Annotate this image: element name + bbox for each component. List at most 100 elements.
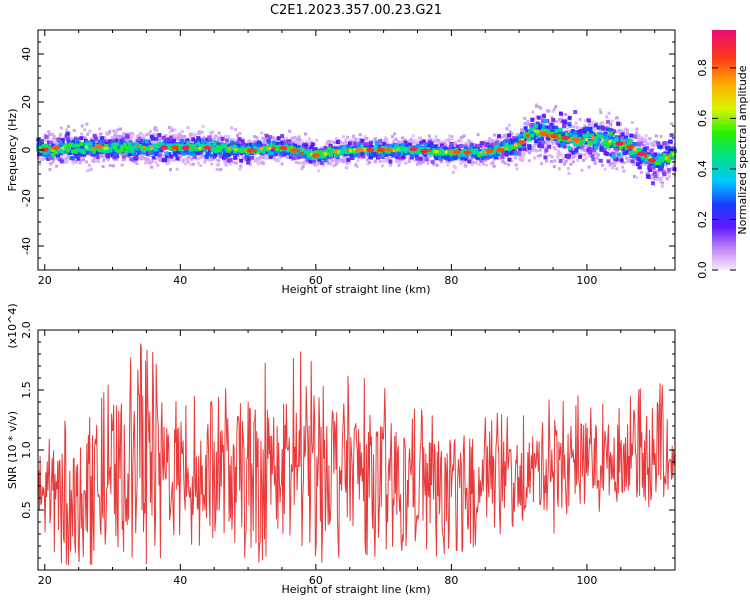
spectrogram-cell	[599, 111, 603, 115]
spectrogram-cell	[174, 134, 178, 138]
spectrogram-cell	[79, 159, 83, 162]
spectrogram-cell	[448, 134, 452, 138]
spectrogram-cell	[106, 138, 110, 142]
spectrogram-cell	[304, 161, 308, 165]
spectrogram-cell	[521, 155, 525, 159]
spectrogram-cell	[644, 134, 648, 138]
spectrogram-cell	[641, 161, 645, 165]
spectrogram-cell	[128, 152, 132, 156]
spectrogram-cell	[621, 161, 625, 165]
spectrogram-cell	[88, 146, 93, 151]
spectrogram-cell	[154, 161, 158, 165]
spectrogram-cell	[209, 131, 213, 135]
spectrogram-cell	[42, 138, 46, 142]
spectrogram-cell	[388, 159, 393, 164]
spectrogram-cell	[488, 154, 493, 159]
spectrogram-cell	[219, 153, 224, 158]
spectrogram-cell	[631, 154, 636, 159]
spectrogram-cell	[588, 122, 592, 126]
spectrogram-cell	[646, 142, 650, 146]
spectrogram-cell	[331, 159, 335, 163]
spectrogram-cell	[209, 153, 214, 158]
spectrogram-cell	[157, 133, 162, 137]
spectrogram-cell	[444, 139, 448, 142]
spectrogram-cell	[139, 131, 143, 135]
spectrogram-cell	[451, 170, 455, 174]
spectrogram-cell	[636, 140, 640, 144]
spectrogram-cell	[270, 151, 275, 156]
spectrogram-cell	[81, 150, 86, 155]
spectrogram-cell	[289, 139, 293, 143]
spectrogram-cell	[550, 121, 553, 125]
spectrogram-cell	[419, 140, 424, 145]
spectrogram-cell	[574, 152, 578, 156]
spectrogram-cell	[366, 142, 371, 147]
spectrogram-cell	[636, 136, 640, 140]
spectrogram-cell	[398, 143, 403, 148]
spectrogram-cell	[569, 124, 572, 128]
spectrogram-cell	[393, 143, 398, 148]
spectrogram-cell	[189, 147, 194, 152]
spectrogram-cell	[651, 176, 655, 180]
spectrogram-cell	[136, 139, 141, 144]
spectrogram-cell	[247, 156, 251, 161]
spectrogram-cell	[396, 140, 400, 144]
spectrogram-cell	[215, 143, 219, 147]
spectrogram-cell	[108, 148, 113, 153]
spectrogram-cell	[552, 107, 556, 111]
spectrogram-cell	[173, 128, 177, 132]
spectrogram-cell	[91, 140, 96, 145]
spectrogram-cell	[80, 124, 84, 128]
spectrogram-cell	[587, 146, 592, 151]
spectrogram-cell	[325, 141, 329, 145]
spectrogram-cell	[201, 139, 205, 144]
spectrogram-cell	[582, 146, 586, 150]
spectrogram-cell	[627, 133, 631, 137]
spectrogram-cell	[603, 167, 607, 171]
spectrogram-cell	[66, 139, 71, 144]
spectrogram-cell	[507, 123, 511, 127]
spectrogram-cell	[519, 128, 523, 132]
spectrogram-cell	[339, 140, 343, 144]
spectrogram-cell	[530, 117, 535, 122]
spectrogram-cell	[128, 148, 133, 153]
spectrogram-cell	[611, 151, 616, 156]
spectrogram-cell	[476, 133, 480, 137]
spectrogram-cell	[583, 148, 587, 152]
spectrogram-cell	[401, 155, 406, 160]
spectrogram-cell	[319, 160, 324, 165]
spectrogram-cell	[41, 143, 46, 148]
spectrogram-cell	[398, 160, 402, 164]
spectrogram-cell	[122, 158, 126, 161]
spectrogram-cell	[241, 137, 245, 141]
spectrogram-cell	[587, 165, 591, 169]
spectrogram-cell	[580, 148, 584, 152]
spectrogram-cell	[52, 136, 56, 140]
spectrogram-cell	[413, 159, 416, 163]
spectrogram-cell	[173, 152, 178, 157]
spectrogram-cell	[149, 150, 154, 155]
spectrogram-cell	[279, 151, 284, 156]
spectrogram-cell	[563, 120, 568, 125]
spectrogram-cell	[625, 138, 630, 142]
spectrogram-cell	[128, 132, 132, 136]
spectrogram-cell	[567, 122, 572, 127]
spectrogram-cell	[326, 140, 330, 144]
spectrogram-cell	[650, 165, 655, 170]
spectrogram-cell	[431, 154, 435, 158]
spectrogram-cell	[632, 175, 636, 178]
spectrogram-cell	[38, 162, 42, 166]
spectrogram-cell	[435, 140, 439, 144]
spectrogram-cell	[533, 144, 536, 148]
spectrogram-cell	[595, 141, 600, 146]
spectrogram-cell	[606, 159, 611, 164]
spectrogram-cell	[556, 155, 560, 159]
spectrogram-cell	[311, 158, 316, 163]
spectrogram-cell	[408, 142, 412, 147]
spectrogram-cell	[466, 144, 470, 148]
spectrogram-cell	[44, 152, 49, 157]
spectrogram-cell	[167, 161, 171, 165]
spectrogram-cell	[97, 135, 101, 139]
spectrogram-cell	[258, 161, 262, 165]
spectrogram-cell	[662, 168, 666, 172]
